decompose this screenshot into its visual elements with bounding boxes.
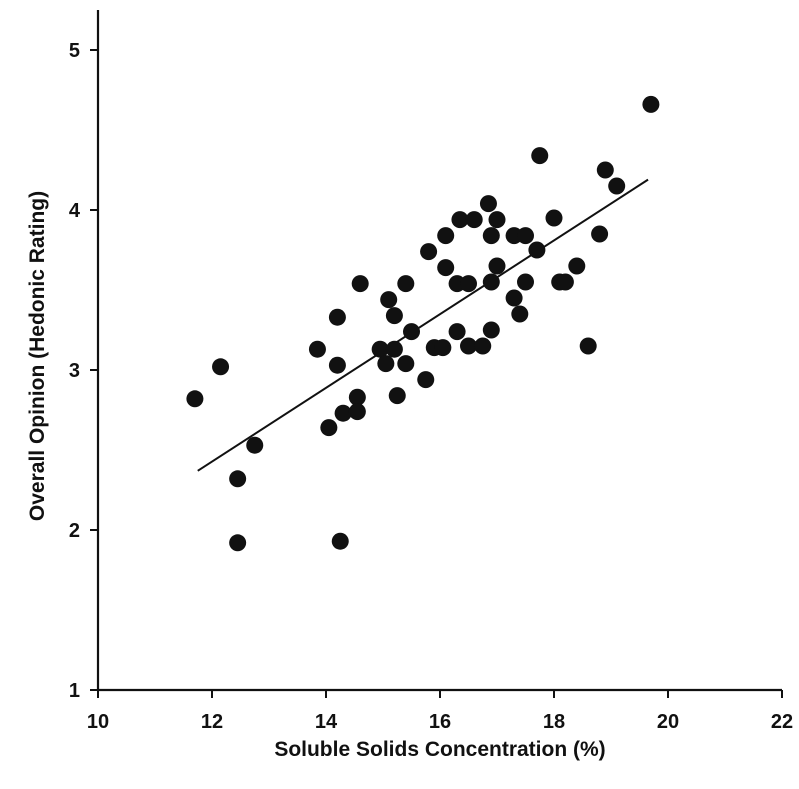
data-point (482, 321, 500, 339)
data-point (385, 307, 403, 325)
data-point (517, 273, 534, 291)
data-point (351, 275, 369, 293)
data-point (528, 241, 546, 259)
data-point (488, 211, 506, 229)
data-point (482, 227, 500, 245)
data-point (331, 532, 349, 550)
data-point (556, 273, 574, 291)
data-point (403, 323, 420, 341)
data-point (451, 211, 469, 229)
data-point (246, 436, 264, 454)
data-point (474, 337, 492, 355)
data-point (479, 195, 497, 213)
data-point (348, 388, 366, 406)
data-point (334, 404, 352, 422)
data-point (596, 161, 614, 179)
data-point (397, 275, 415, 293)
data-point (568, 257, 586, 275)
y-tick-label: 1 (69, 680, 80, 702)
data-point (460, 275, 477, 293)
data-point (505, 289, 523, 307)
data-point (460, 337, 477, 355)
data-point (517, 227, 534, 245)
data-point (229, 470, 247, 488)
y-tick-label: 3 (69, 360, 80, 382)
data-point (434, 339, 452, 357)
data-point (348, 403, 366, 421)
data-points (186, 95, 660, 552)
data-point (328, 356, 346, 374)
data-point (385, 340, 403, 358)
y-tick-label: 5 (69, 40, 80, 62)
data-point (437, 259, 455, 277)
data-point (448, 323, 466, 341)
data-point (320, 419, 338, 437)
regression-line (197, 178, 649, 472)
data-point (328, 308, 346, 326)
x-tick-label: 12 (201, 711, 223, 733)
x-tick-label: 20 (657, 711, 679, 733)
data-point (437, 227, 455, 245)
fit-line-group (197, 178, 649, 472)
data-point (511, 305, 529, 323)
y-tick-label: 2 (69, 520, 80, 542)
data-point (212, 358, 230, 376)
data-point (380, 291, 398, 309)
data-point (642, 95, 660, 113)
x-tick-label: 22 (771, 711, 793, 733)
data-point (371, 340, 389, 358)
data-point (229, 534, 247, 552)
data-point (545, 209, 563, 227)
data-point (397, 355, 415, 373)
data-point (420, 243, 438, 261)
data-point (488, 257, 506, 275)
data-point (465, 211, 483, 229)
x-tick-label: 18 (543, 711, 565, 733)
data-point (417, 371, 435, 389)
y-tick-label: 4 (69, 200, 81, 222)
data-point (531, 147, 549, 165)
x-tick-label: 14 (315, 711, 338, 733)
x-axis-label: Soluble Solids Concentration (%) (274, 738, 605, 761)
x-tick-label: 10 (87, 711, 109, 733)
data-point (377, 355, 395, 373)
data-point (482, 273, 500, 291)
data-point (579, 337, 597, 355)
data-point (308, 340, 326, 358)
data-point (388, 387, 406, 405)
data-point (608, 177, 626, 195)
x-tick-label: 16 (429, 711, 451, 733)
data-point (591, 225, 609, 243)
y-axis-label: Overall Opinion (Hedonic Rating) (26, 191, 49, 521)
data-point (186, 390, 204, 408)
